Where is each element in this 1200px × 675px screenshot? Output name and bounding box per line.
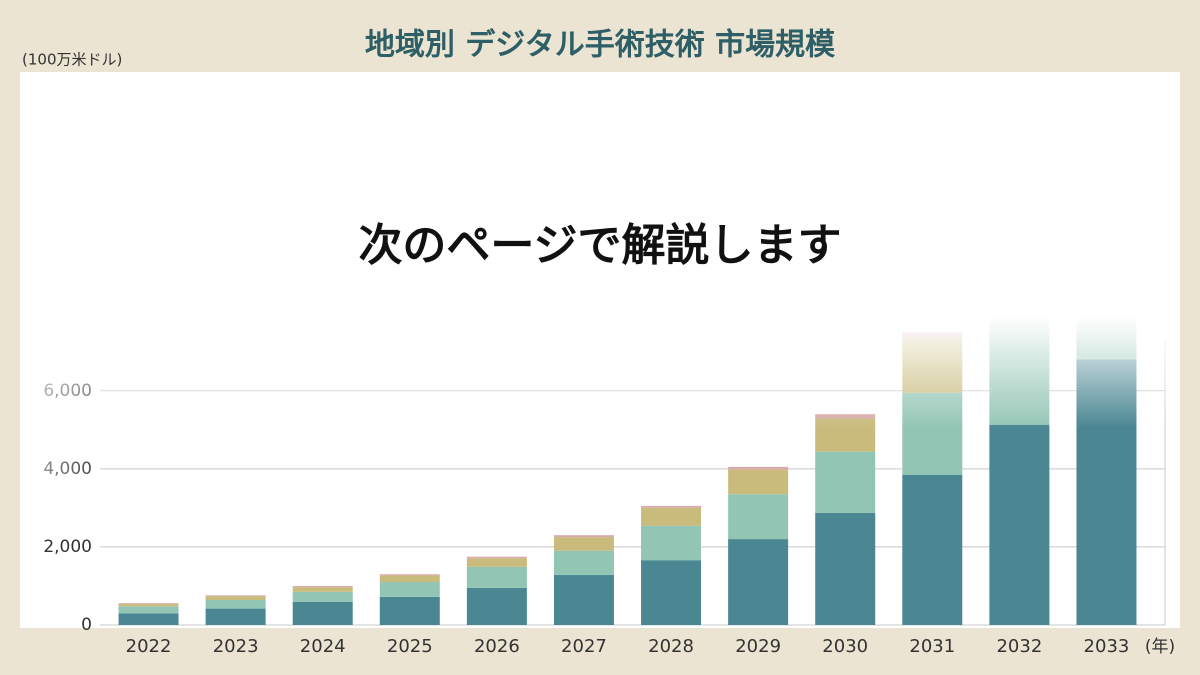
x-tick-label: 2024 [300, 636, 346, 657]
x-tick-label: 2029 [735, 636, 781, 657]
left-fade [20, 330, 110, 490]
x-tick-label: 2031 [909, 636, 955, 657]
x-tick-label: 2028 [648, 636, 694, 657]
chart-title: 地域別 デジタル手術技術 市場規模 [365, 28, 835, 63]
x-tick-label: 2026 [474, 636, 520, 657]
x-tick-label: 2033 [1084, 636, 1130, 657]
x-tick-label: 2027 [561, 636, 607, 657]
fade-overlay [20, 72, 1180, 628]
x-tick-label: 2025 [387, 636, 433, 657]
x-tick-label: 2030 [822, 636, 868, 657]
x-tick-label: 2022 [126, 636, 172, 657]
x-unit: (年) [1145, 637, 1175, 657]
x-tick-label: 2032 [996, 636, 1042, 657]
y-unit: (100万米ドル) [22, 51, 122, 69]
x-tick-label: 2023 [213, 636, 259, 657]
overlay-text: 次のページで解説します [358, 220, 841, 271]
